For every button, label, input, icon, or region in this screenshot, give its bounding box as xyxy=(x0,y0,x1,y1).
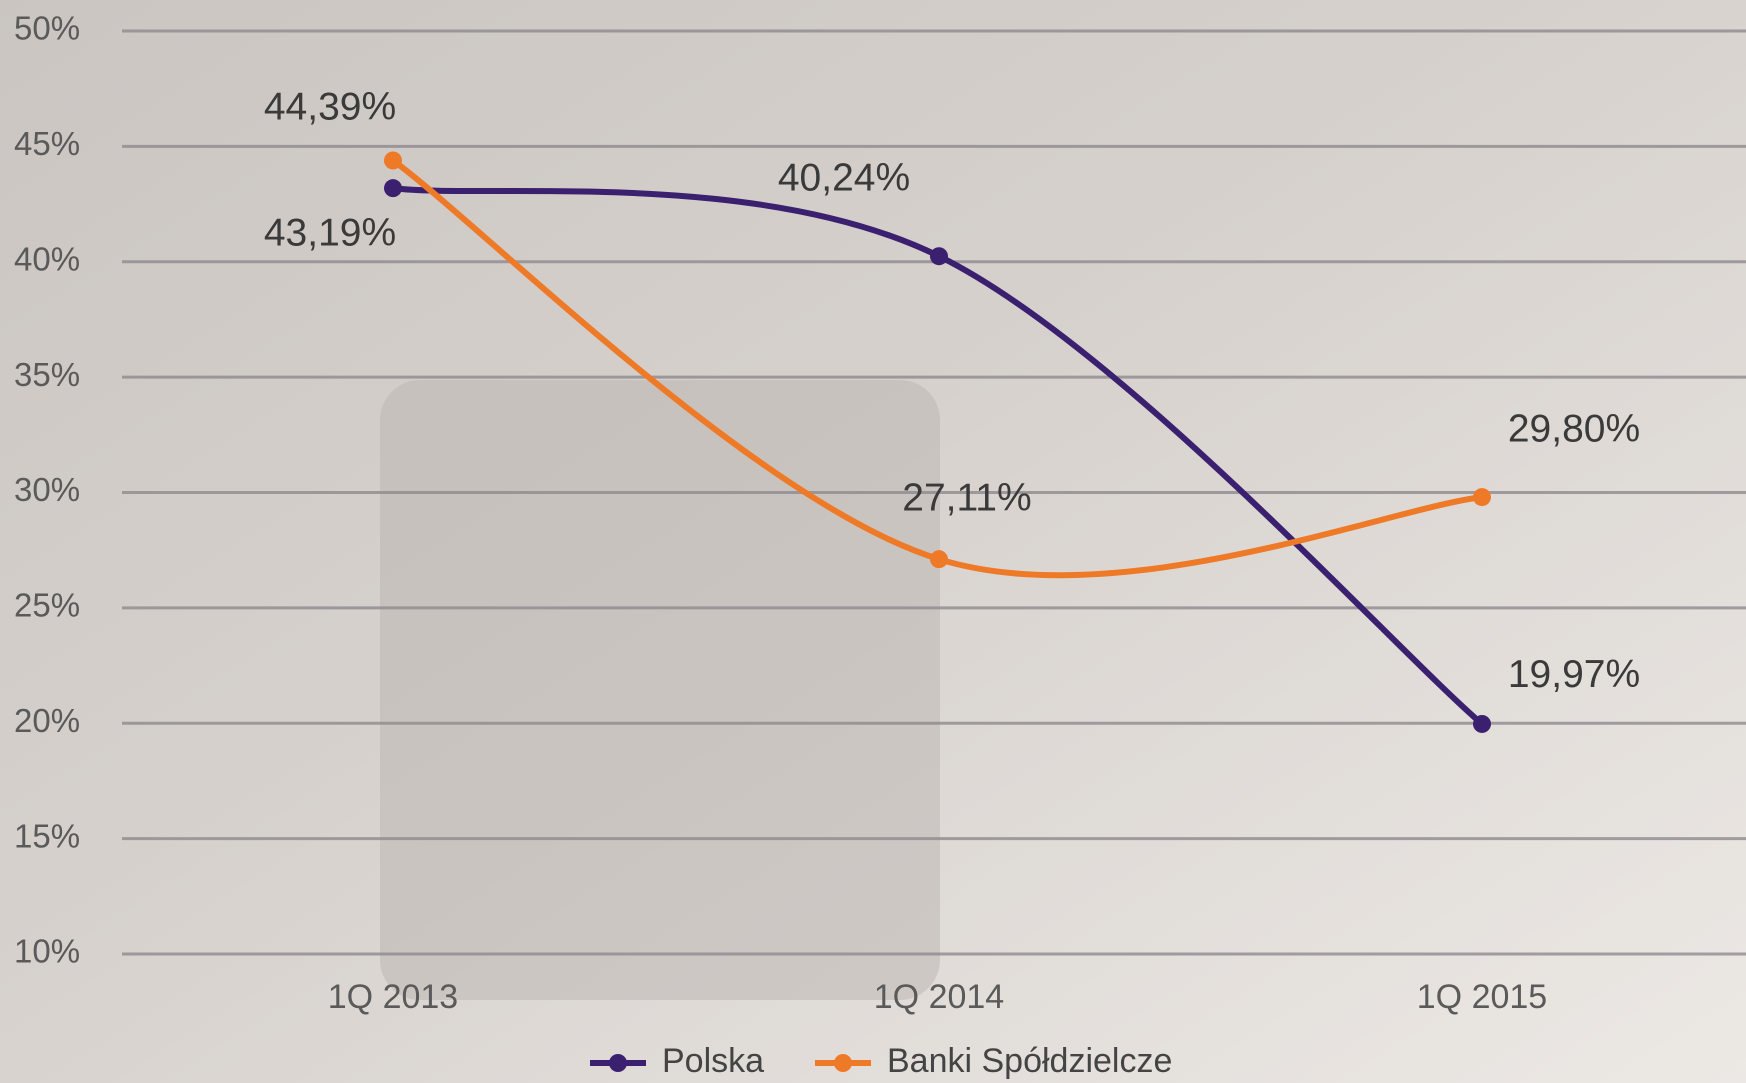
x-tick-label: 1Q 2013 xyxy=(328,978,458,1016)
data-point xyxy=(1473,488,1491,506)
data-point xyxy=(384,151,402,169)
data-label: 29,80% xyxy=(1508,407,1640,450)
y-tick-label: 35% xyxy=(14,356,80,393)
legend-marker xyxy=(834,1054,852,1072)
y-tick-label: 30% xyxy=(14,471,80,508)
x-tick-label: 1Q 2014 xyxy=(874,978,1004,1016)
data-label: 40,24% xyxy=(778,157,910,200)
data-label: 19,97% xyxy=(1508,653,1640,696)
data-label: 27,11% xyxy=(902,476,1031,519)
y-tick-label: 25% xyxy=(14,587,80,624)
y-tick-label: 20% xyxy=(14,702,80,739)
y-tick-label: 40% xyxy=(14,240,80,277)
chart: 10% 15% 20% 25% 30% 35% 40% 45% 50% 1Q 2013 1Q 201… xyxy=(0,0,1746,1083)
legend-label: Polska xyxy=(662,1042,764,1080)
legend-label: Banki Spółdzielcze xyxy=(887,1042,1172,1080)
y-tick-label: 45% xyxy=(14,125,80,162)
x-tick-label: 1Q 2015 xyxy=(1417,978,1547,1016)
data-point xyxy=(930,247,948,265)
y-tick-label: 15% xyxy=(14,817,80,854)
data-point xyxy=(930,550,948,568)
y-tick-label: 10% xyxy=(14,933,80,970)
y-tick-label: 50% xyxy=(14,10,80,47)
data-point xyxy=(1473,715,1491,733)
data-label: 44,39% xyxy=(264,86,396,129)
data-label: 43,19% xyxy=(264,211,396,254)
data-point xyxy=(384,179,402,197)
legend-marker xyxy=(609,1054,627,1072)
